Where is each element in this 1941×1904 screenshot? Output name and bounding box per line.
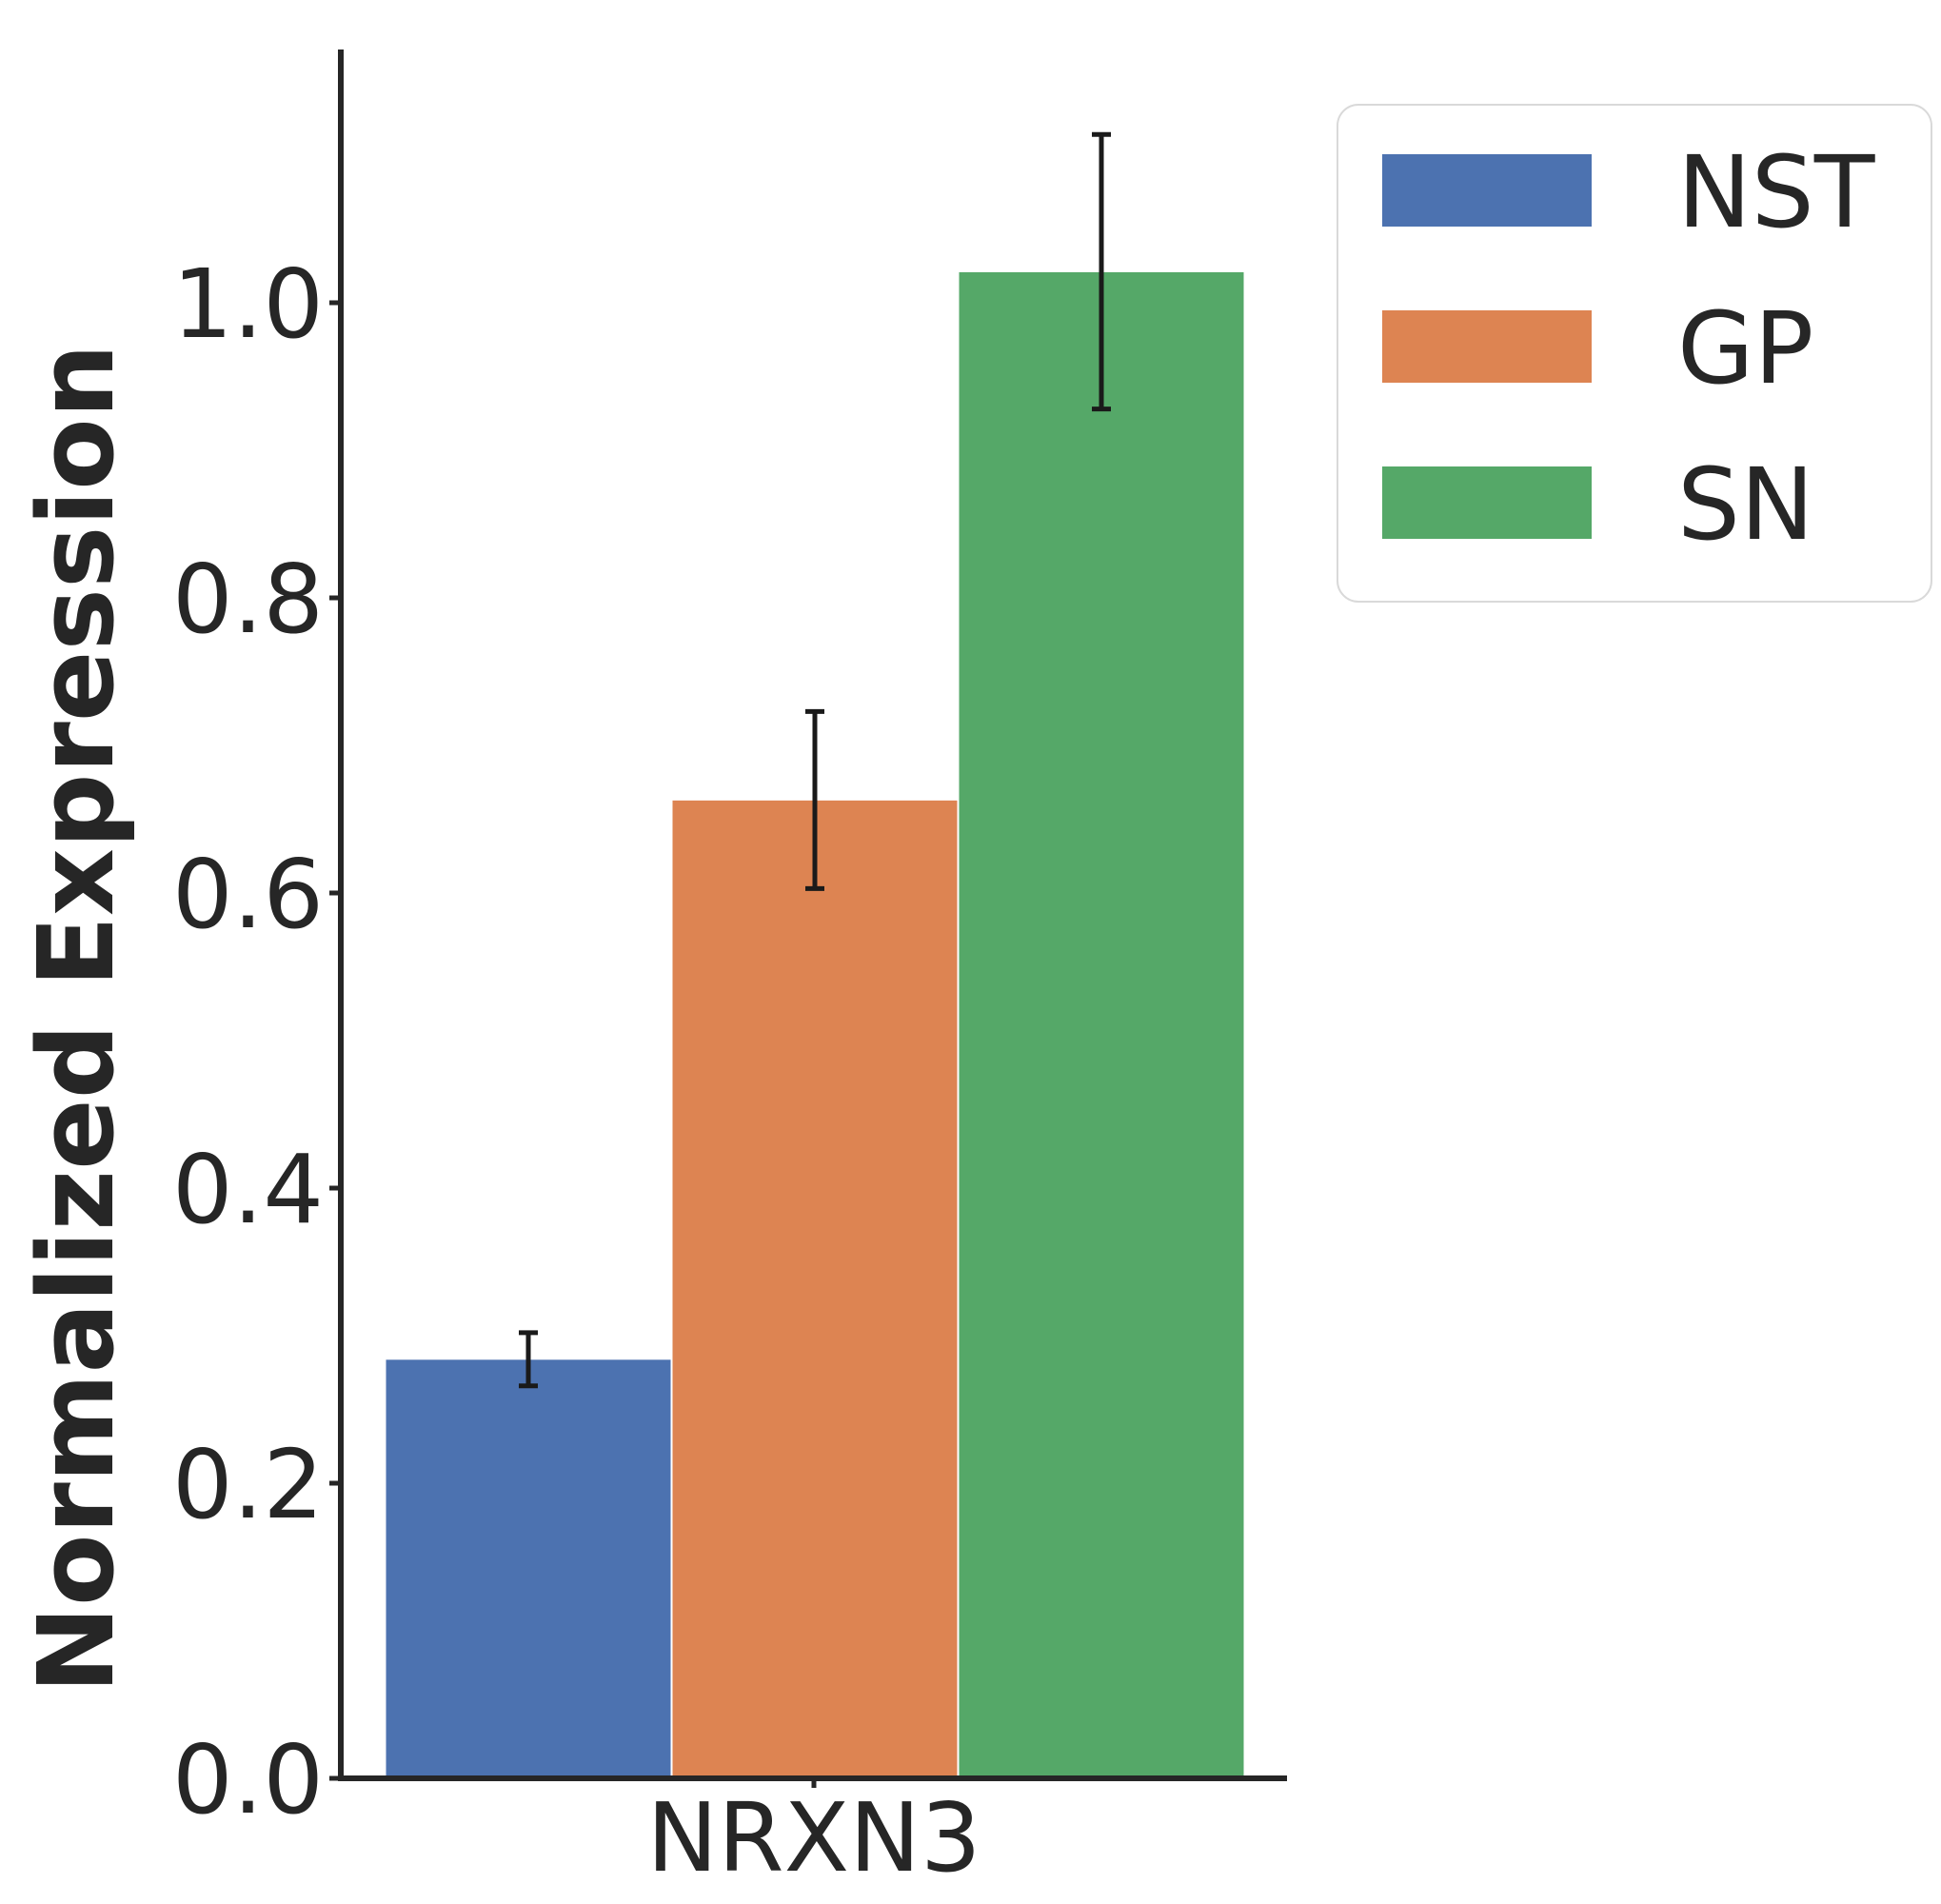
bars: [385, 270, 1245, 1779]
legend-label-sn: SN: [1677, 446, 1814, 563]
error-bar-sn: [1092, 131, 1111, 412]
bar-sn: [958, 270, 1245, 1779]
legend: NST GP SN: [1337, 104, 1932, 603]
y-tick-label: 0.0: [172, 1724, 324, 1835]
error-bar-nst: [519, 1330, 538, 1389]
error-bars: [519, 131, 1111, 1389]
y-axis-label: Normalized Expression: [15, 344, 137, 1694]
x-tick-label: NRXN3: [646, 1782, 980, 1894]
y-tick-label: 0.4: [172, 1134, 324, 1245]
y-tick-label: 0.8: [172, 544, 324, 655]
y-tick-label: 0.6: [172, 839, 324, 950]
legend-label-gp: GP: [1677, 290, 1813, 407]
y-ticks: 0.0 0.2 0.4 0.6 0.8 1.0: [172, 248, 341, 1835]
legend-swatch-gp: [1382, 310, 1592, 383]
error-bar-gp: [805, 708, 824, 891]
x-ticks: NRXN3: [646, 1778, 981, 1894]
legend-swatch-sn: [1382, 466, 1592, 539]
bar-nst: [385, 1359, 672, 1779]
legend-swatch-nst: [1382, 154, 1592, 227]
bar-gp: [671, 799, 959, 1779]
y-tick-label: 0.2: [172, 1429, 324, 1540]
y-axis-label-group: Normalized Expression: [15, 344, 137, 1694]
legend-label-nst: NST: [1677, 134, 1875, 250]
y-tick-label: 1.0: [172, 248, 324, 360]
